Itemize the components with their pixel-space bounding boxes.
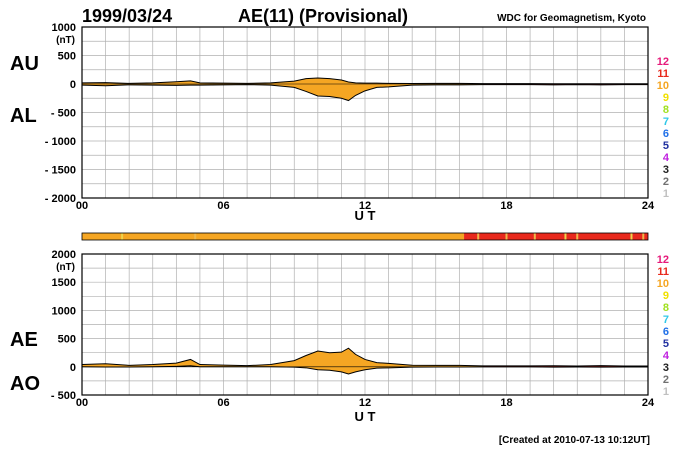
au-al-y-tick-label: - 1000 — [45, 136, 76, 148]
level-scale-label: 10 — [657, 278, 669, 290]
quality-bar-segment — [464, 233, 648, 240]
level-scale-label: 3 — [663, 164, 669, 176]
series-line-al — [81, 84, 648, 102]
au-al-unit-label: (nT) — [56, 35, 75, 46]
ae-ao-fill-area — [82, 348, 648, 375]
ae-ao-plot-frame — [81, 253, 649, 396]
source-label: WDC for Geomagnetism, Kyoto — [497, 13, 646, 24]
au-al-x-tick-label: 06 — [217, 200, 229, 212]
series-line-au — [81, 77, 648, 85]
level-scale-label: 5 — [663, 140, 669, 152]
au-al-y-tick-label: 1000 — [52, 22, 76, 34]
ae-ao-y-tick-label: - 500 — [51, 390, 76, 402]
ae-ao-x-tick-label: 24 — [642, 397, 655, 409]
ae-ao-x-tick-label: 06 — [217, 397, 229, 409]
au-al-y-tick-label: 500 — [58, 51, 76, 63]
au-al-y-tick-label: - 1500 — [45, 165, 76, 177]
au-al-y-tick-label: - 2000 — [45, 193, 76, 205]
level-scale-label: 2 — [663, 176, 669, 188]
ao-axis-label: AO — [10, 373, 40, 395]
level-scale-label: 4 — [663, 350, 670, 362]
quality-bar-segment — [82, 233, 465, 240]
ae-ao-x-tick-label: 18 — [500, 397, 512, 409]
quality-bar-marker — [477, 233, 480, 240]
ae-ao-y-tick-label: 0 — [70, 362, 76, 374]
al-axis-label: AL — [10, 105, 37, 127]
au-al-y-tick-label: 0 — [70, 79, 76, 91]
au-axis-label: AU — [10, 53, 39, 75]
level-scale-label: 4 — [663, 152, 670, 164]
quality-bar-marker — [121, 233, 124, 240]
level-scale-label: 11 — [657, 68, 669, 80]
au-al-x-tick-label: 24 — [642, 200, 655, 212]
level-scale-label: 8 — [663, 104, 669, 116]
data-quality-bar — [81, 232, 649, 241]
level-scale-label: 2 — [663, 374, 669, 386]
ae-axis-label: AE — [10, 329, 38, 351]
au-al-x-tick-label: 12 — [359, 200, 371, 212]
level-scale-label: 1 — [663, 188, 669, 200]
ae-ao-y-tick-label: 1500 — [52, 277, 76, 289]
level-scale-label: 7 — [663, 116, 669, 128]
figure-title: AE(11) (Provisional) — [238, 6, 408, 26]
quality-bar-marker — [194, 233, 197, 240]
au-al-x-tick-label: 00 — [76, 200, 88, 212]
ae-ao-x-axis-title: U T — [355, 409, 376, 424]
au-al-x-tick-label: 18 — [500, 200, 512, 212]
quality-bar-marker — [505, 233, 508, 240]
level-scale-label: 6 — [663, 128, 669, 140]
au-al-x-axis-title: U T — [355, 208, 376, 223]
level-scale-label: 12 — [657, 254, 669, 266]
date-label: 1999/03/24 — [82, 6, 172, 26]
level-scale-label: 8 — [663, 302, 669, 314]
quality-bar-marker — [533, 233, 536, 240]
series-line-ae — [81, 347, 648, 367]
au-al-plot-frame — [81, 26, 649, 199]
ae-ao-unit-label: (nT) — [56, 262, 75, 273]
level-scale-label: 11 — [657, 266, 669, 278]
ae-ao-y-tick-label: 500 — [58, 334, 76, 346]
level-scale-label: 5 — [663, 338, 669, 350]
quality-bar-marker — [564, 233, 567, 240]
quality-bar-marker — [576, 233, 579, 240]
created-timestamp: [Created at 2010-07-13 10:12UT] — [499, 435, 650, 446]
level-scale-label: 7 — [663, 314, 669, 326]
level-scale-label: 1 — [663, 386, 669, 398]
level-scale-label: 9 — [663, 290, 669, 302]
ae-ao-y-tick-label: 2000 — [52, 249, 76, 261]
level-scale-label: 12 — [657, 56, 669, 68]
quality-bar-marker — [630, 233, 633, 240]
ae-ao-x-tick-label: 12 — [359, 397, 371, 409]
level-scale-label: 9 — [663, 92, 669, 104]
quality-bar-marker — [642, 233, 645, 240]
level-scale-label: 10 — [657, 80, 669, 92]
level-scale-label: 6 — [663, 326, 669, 338]
ae-ao-y-tick-label: 1000 — [52, 305, 76, 317]
level-scale-label: 3 — [663, 362, 669, 374]
au-al-y-tick-label: - 500 — [51, 108, 76, 120]
quality-bar-frame — [81, 232, 649, 241]
ae-ao-x-tick-label: 00 — [76, 397, 88, 409]
